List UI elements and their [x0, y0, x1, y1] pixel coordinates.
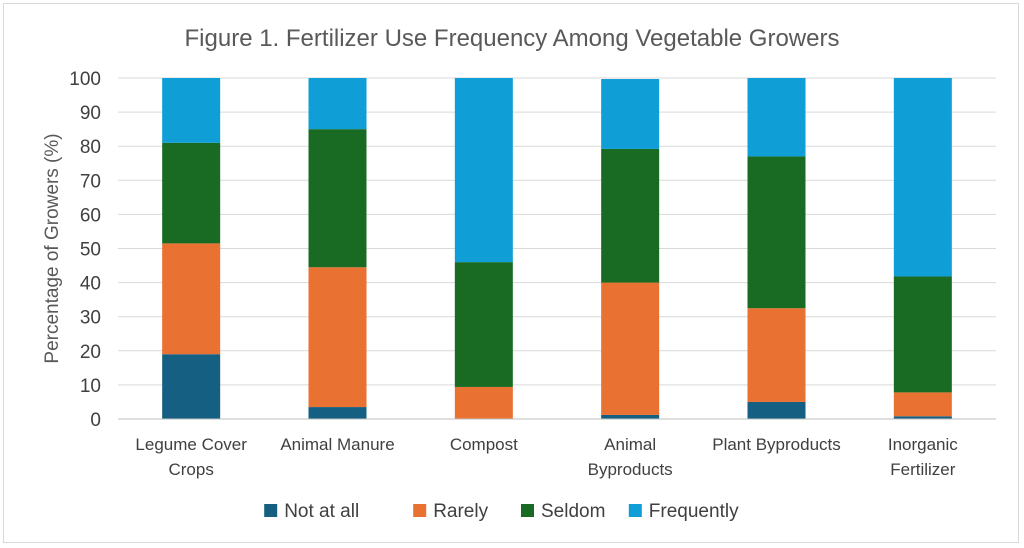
bars [162, 78, 952, 419]
bar-segment [601, 282, 660, 415]
legend-swatch [264, 504, 278, 517]
bar-segment [747, 78, 806, 157]
x-category-label: Crops [168, 460, 213, 479]
bar-segment [162, 78, 221, 143]
x-category-label: Animal [604, 435, 656, 454]
x-category-label: Plant Byproducts [712, 435, 841, 454]
y-tick-label: 100 [69, 69, 101, 90]
bar-segment [893, 416, 952, 419]
bar-segment [893, 276, 952, 393]
bar-segment [308, 267, 367, 408]
y-tick-label: 70 [80, 171, 101, 192]
gridlines [118, 77, 996, 386]
legend-label: Frequently [649, 501, 739, 522]
legend-swatch [628, 504, 642, 517]
y-tick-label: 40 [80, 274, 101, 295]
x-category-label: Fertilizer [890, 460, 956, 479]
x-axis-category-labels: Legume Cover Crops Animal Manure Compost Ani… [135, 435, 958, 479]
bar-segment [893, 392, 952, 417]
bar-segment [162, 354, 221, 419]
bar-segment [454, 78, 513, 263]
y-tick-label: 80 [80, 137, 101, 158]
legend: Not at all Rarely Seldom Frequently [264, 501, 739, 522]
bar-segment [308, 407, 367, 419]
bar-segment [747, 401, 806, 419]
y-tick-label: 10 [80, 376, 101, 397]
chart-frame: Figure 1. Fertilizer Use Frequency Among… [3, 3, 1019, 543]
bar-segment [747, 156, 806, 309]
y-tick-label: 20 [80, 342, 101, 363]
x-category-label: Compost [450, 435, 518, 454]
bar-segment [601, 148, 660, 283]
bar-segment [162, 142, 221, 244]
y-axis-tick-labels: 0 10 20 30 40 50 60 70 80 90 100 [69, 69, 101, 431]
legend-swatch [413, 504, 427, 517]
bar-segment [162, 243, 221, 355]
legend-label: Seldom [541, 501, 605, 522]
bar-segment [601, 79, 660, 149]
y-tick-label: 90 [80, 103, 101, 124]
x-category-label: Animal Manure [280, 435, 394, 454]
legend-label: Rarely [433, 501, 488, 522]
bar-segment [308, 78, 367, 130]
y-tick-label: 30 [80, 308, 101, 329]
chart-title: Figure 1. Fertilizer Use Frequency Among… [185, 25, 840, 52]
y-tick-label: 0 [90, 410, 101, 431]
bar-segment [893, 78, 952, 277]
y-axis-title: Percentage of Growers (%) [42, 133, 63, 363]
x-category-label: Inorganic [888, 435, 958, 454]
bar-segment [454, 386, 513, 419]
x-category-label: Legume Cover [135, 435, 247, 454]
legend-label: Not at all [284, 501, 359, 522]
bar-segment [601, 414, 660, 419]
bar-segment [454, 262, 513, 387]
legend-swatch [521, 504, 534, 517]
x-category-label: Byproducts [588, 460, 673, 479]
y-tick-label: 60 [80, 205, 101, 226]
bar-segment [308, 129, 367, 268]
y-tick-label: 50 [80, 240, 101, 261]
stacked-bar-chart: Figure 1. Fertilizer Use Frequency Among… [42, 25, 996, 522]
bar-segment [747, 308, 806, 402]
